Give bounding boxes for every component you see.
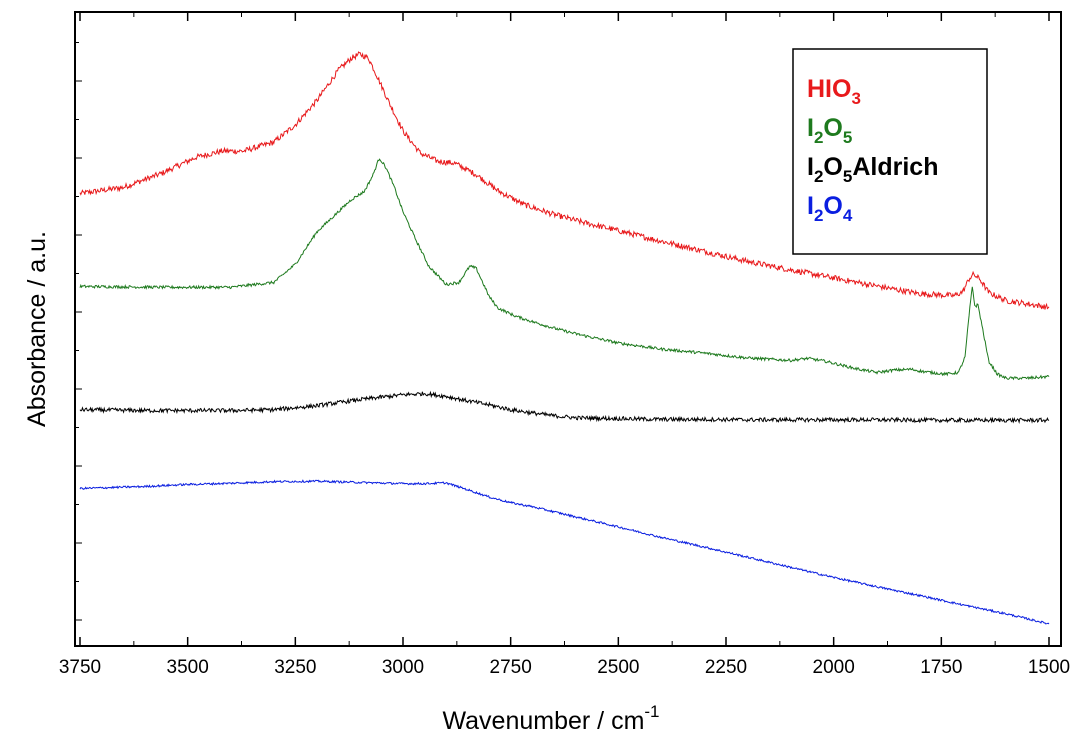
x-axis-title-text: Wavenumber / cm (442, 707, 644, 735)
series-line-i2o5 (79, 158, 1050, 381)
legend-box (792, 48, 988, 255)
legend-entry: HIO3 (807, 75, 861, 108)
x-tick-label: 1500 (1028, 657, 1070, 678)
series-line-i2o4 (79, 479, 1050, 625)
x-tick-label: 3500 (167, 657, 209, 678)
legend-entry: I2O5Aldrich (807, 153, 938, 186)
legend-subscript: 3 (851, 89, 860, 108)
legend-text-part: I (807, 153, 814, 181)
x-axis: 3750 3500 3250 3000 2750 2500 2250 2000 1750 1500 (59, 12, 1070, 678)
x-axis-title: Wavenumber / cm-1 (442, 702, 659, 735)
x-tick-label: 1750 (920, 657, 962, 678)
x-tick-label: 3000 (382, 657, 424, 678)
series-layer (79, 51, 1050, 625)
legend-text-part: I (807, 114, 814, 142)
x-tick-label: 2000 (813, 657, 855, 678)
x-tick-label: 2500 (597, 657, 639, 678)
legend-subscript: 5 (843, 128, 852, 147)
legend-subscript: 2 (814, 128, 823, 147)
y-axis (75, 42, 82, 621)
legend-text-part: O (823, 192, 842, 220)
x-tick-label: 3250 (274, 657, 316, 678)
legend-subscript: 2 (814, 167, 823, 186)
legend-entry: I2O4 (807, 192, 853, 225)
legend-subscript: 4 (843, 206, 853, 225)
legend-entry: I2O5 (807, 114, 852, 147)
legend-subscript: 5 (843, 167, 852, 186)
x-tick-label: 2250 (705, 657, 747, 678)
legend-text-part: O (823, 153, 842, 181)
legend-text-part: O (823, 114, 842, 142)
legend-text-part: I (807, 192, 814, 220)
x-tick-label: 2750 (490, 657, 532, 678)
legend-subscript: 2 (814, 206, 823, 225)
y-axis-title: Absorbance / a.u. (23, 231, 51, 427)
legend-text-part: Aldrich (852, 153, 938, 181)
x-tick-label: 3750 (59, 657, 101, 678)
series-line-i2o5aldrich (79, 390, 1050, 424)
legend-text-part: HIO (807, 75, 851, 103)
series-line-hio3 (79, 51, 1050, 310)
x-axis-title-superscript: -1 (644, 702, 659, 721)
